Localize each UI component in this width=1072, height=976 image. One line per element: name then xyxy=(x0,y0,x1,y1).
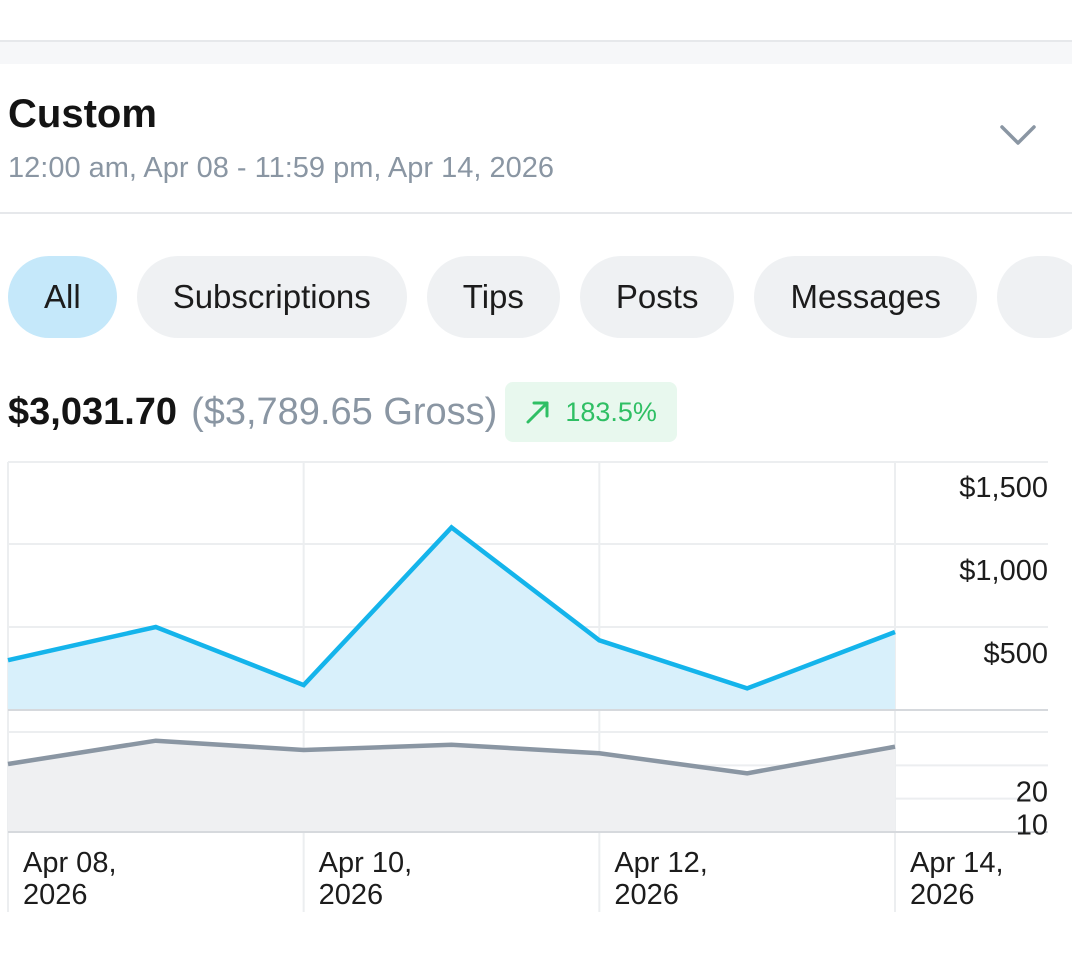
change-percent: 183.5% xyxy=(565,396,657,427)
filter-chip-more[interactable] xyxy=(996,256,1072,338)
filter-chip-subscriptions[interactable]: Subscriptions xyxy=(136,256,407,338)
top-space xyxy=(0,0,1072,40)
filter-chip-tips[interactable]: Tips xyxy=(426,256,560,338)
y-tick-label: 10 xyxy=(1016,810,1048,842)
chevron-down-icon[interactable] xyxy=(1000,124,1036,146)
x-tick-label: 2026 xyxy=(319,879,384,911)
net-earnings: $3,031.70 xyxy=(8,390,178,433)
date-range-selector[interactable]: Custom 12:00 am, Apr 08 - 11:59 pm, Apr … xyxy=(0,64,1072,214)
y-tick-label: $1,500 xyxy=(959,472,1048,504)
earnings-chart: $1,500 $1,000 $500 20 10 Apr 08, 2026 Apr 10, 20… xyxy=(0,460,1072,917)
y-tick-label: $500 xyxy=(983,638,1048,670)
section-divider xyxy=(0,40,1072,64)
y-tick-label: 20 xyxy=(1016,776,1048,808)
date-range-title: Custom xyxy=(8,92,157,136)
x-tick-label: 2026 xyxy=(910,879,975,911)
date-range-subtitle: 12:00 am, Apr 08 - 11:59 pm, Apr 14, 202… xyxy=(8,152,554,184)
trend-up-icon xyxy=(526,401,549,424)
count-series-area xyxy=(8,740,895,832)
y-tick-label: $1,000 xyxy=(959,555,1048,587)
x-tick-label: Apr 08, xyxy=(23,847,117,879)
change-badge: 183.5% xyxy=(505,382,677,442)
gross-earnings: ($3,789.65 Gross) xyxy=(191,390,498,433)
earnings-summary: $3,031.70 ($3,789.65 Gross) 183.5% xyxy=(8,382,677,442)
filter-chip-messages[interactable]: Messages xyxy=(754,256,977,338)
filter-chip-all[interactable]: All xyxy=(8,256,117,338)
x-tick-label: Apr 14, xyxy=(910,847,1004,879)
x-tick-label: Apr 10, xyxy=(319,847,413,879)
filter-chip-posts[interactable]: Posts xyxy=(579,256,735,338)
x-tick-label: 2026 xyxy=(614,879,679,911)
x-tick-label: Apr 12, xyxy=(614,847,708,879)
filter-chips: All Subscriptions Tips Posts Messages xyxy=(8,256,1072,338)
x-tick-label: 2026 xyxy=(23,879,88,911)
